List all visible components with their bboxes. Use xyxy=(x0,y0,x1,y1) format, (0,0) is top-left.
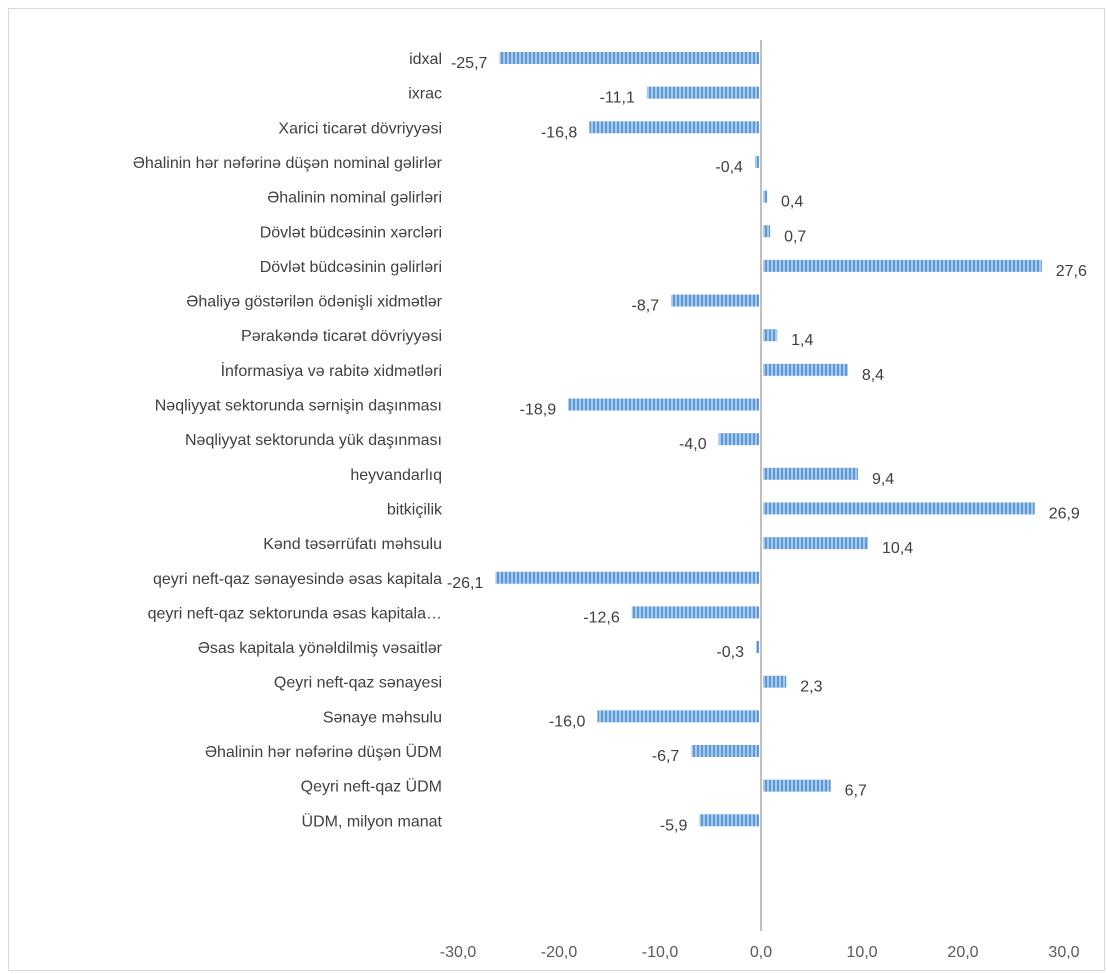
data-label: -11,1 xyxy=(600,90,635,107)
labels-layer: idxal -25,7 ixrac -11,1 Xarici ticarət dövri… xyxy=(133,51,1087,961)
bar-11 xyxy=(718,433,759,446)
chart-frame: idxal -25,7 ixrac -11,1 Xarici ticarət dövri… xyxy=(8,8,1105,971)
category-label: ixrac xyxy=(408,86,442,103)
bar-17 xyxy=(755,641,759,654)
data-label: 10,4 xyxy=(882,540,913,557)
bar-15 xyxy=(495,571,759,584)
data-label: -4,0 xyxy=(679,436,707,453)
category-label: Əhalinin nominal gəlirləri xyxy=(267,190,442,207)
bar-7 xyxy=(671,294,759,307)
category-label: Əsas kapitala yönəldilmiş vəsaitlər xyxy=(198,640,443,657)
x-tick-label: 0,0 xyxy=(750,944,772,961)
data-label: -16,8 xyxy=(541,124,578,141)
category-label: bitkiçilik xyxy=(387,501,443,518)
data-label: -8,7 xyxy=(632,298,660,315)
bars-layer xyxy=(495,52,1042,827)
data-label: 0,4 xyxy=(781,194,803,211)
x-tick-label: -30,0 xyxy=(440,944,477,961)
data-label: 1,4 xyxy=(791,332,813,349)
bar-20 xyxy=(691,745,759,757)
category-label: idxal xyxy=(409,51,442,68)
x-tick-label: 20,0 xyxy=(947,944,978,961)
category-label: Əhalinin hər nəfərinə düşən ÜDM xyxy=(205,743,442,761)
category-label: ÜDM, milyon manat xyxy=(302,812,443,830)
bar-22 xyxy=(699,814,759,827)
bar-10 xyxy=(568,398,759,411)
data-label: -6,7 xyxy=(652,748,680,765)
category-label: Nəqliyyat sektorunda sərnişin daşınması xyxy=(155,398,442,415)
bar-18 xyxy=(763,675,787,688)
bar-4 xyxy=(763,190,768,203)
category-label: Dövlət büdcəsinin xərcləri xyxy=(260,224,442,241)
category-label: Sənaye məhsulu xyxy=(323,709,442,726)
category-label: Nəqliyyat sektorunda yük daşınması xyxy=(185,432,442,449)
bar-6 xyxy=(763,259,1042,272)
bar-chart: idxal -25,7 ixrac -11,1 Xarici ticarət dövri… xyxy=(133,40,1087,961)
bar-14 xyxy=(763,537,869,550)
data-label: 2,3 xyxy=(800,679,822,696)
category-label: qeyri neft-qaz sektorunda əsas kapitala… xyxy=(148,605,442,622)
bar-21 xyxy=(763,779,831,792)
category-label: Əhalinin hər nəfərinə düşən nominal gəli… xyxy=(133,155,443,172)
x-tick-label: 30,0 xyxy=(1048,944,1079,961)
bar-16 xyxy=(631,606,759,619)
data-label: 27,6 xyxy=(1056,263,1087,280)
category-label: qeyri neft-qaz sənayesində əsas kapitala xyxy=(153,571,442,588)
x-tick-label: -10,0 xyxy=(642,944,679,961)
category-label: heyvandarlıq xyxy=(350,467,442,484)
bar-8 xyxy=(763,329,778,342)
data-label: 6,7 xyxy=(845,783,867,800)
data-label: 0,7 xyxy=(784,228,806,245)
category-label: Qeyri neft-qaz sənayesi xyxy=(274,675,442,692)
bar-12 xyxy=(763,467,858,480)
category-label: Xarici ticarət dövriyyəsi xyxy=(278,120,442,137)
data-label: -16,0 xyxy=(549,713,586,730)
bar-5 xyxy=(763,225,771,238)
category-label: Qeyri neft-qaz ÜDM xyxy=(301,778,442,796)
data-label: -12,6 xyxy=(583,609,620,626)
data-label: -26,1 xyxy=(447,575,484,592)
bar-1 xyxy=(646,86,759,99)
data-label: -5,9 xyxy=(660,817,688,834)
data-label: 26,9 xyxy=(1049,505,1080,522)
data-label: -25,7 xyxy=(451,55,488,72)
data-label: -0,4 xyxy=(715,159,743,176)
bar-19 xyxy=(597,710,759,723)
data-label: -0,3 xyxy=(716,644,744,661)
category-label: Kənd təsərrüfatı məhsulu xyxy=(263,536,442,553)
data-label: 9,4 xyxy=(872,471,894,488)
category-label: İnformasiya və rabitə xidmətləri xyxy=(221,361,442,380)
category-label: Pərakəndə ticarət dövriyyəsi xyxy=(241,328,442,345)
x-tick-label: 10,0 xyxy=(846,944,877,961)
bar-0 xyxy=(499,52,759,64)
data-label: -18,9 xyxy=(520,402,557,419)
data-label: 8,4 xyxy=(862,367,884,384)
category-label: Əhaliyə göstərilən ödənişli xidmətlər xyxy=(186,294,442,311)
bar-2 xyxy=(589,121,759,134)
bar-13 xyxy=(763,502,1035,515)
bar-9 xyxy=(763,363,848,376)
category-label: Dövlət büdcəsinin gəlirləri xyxy=(260,259,442,276)
x-tick-label: -20,0 xyxy=(541,944,578,961)
bar-3 xyxy=(754,155,759,168)
